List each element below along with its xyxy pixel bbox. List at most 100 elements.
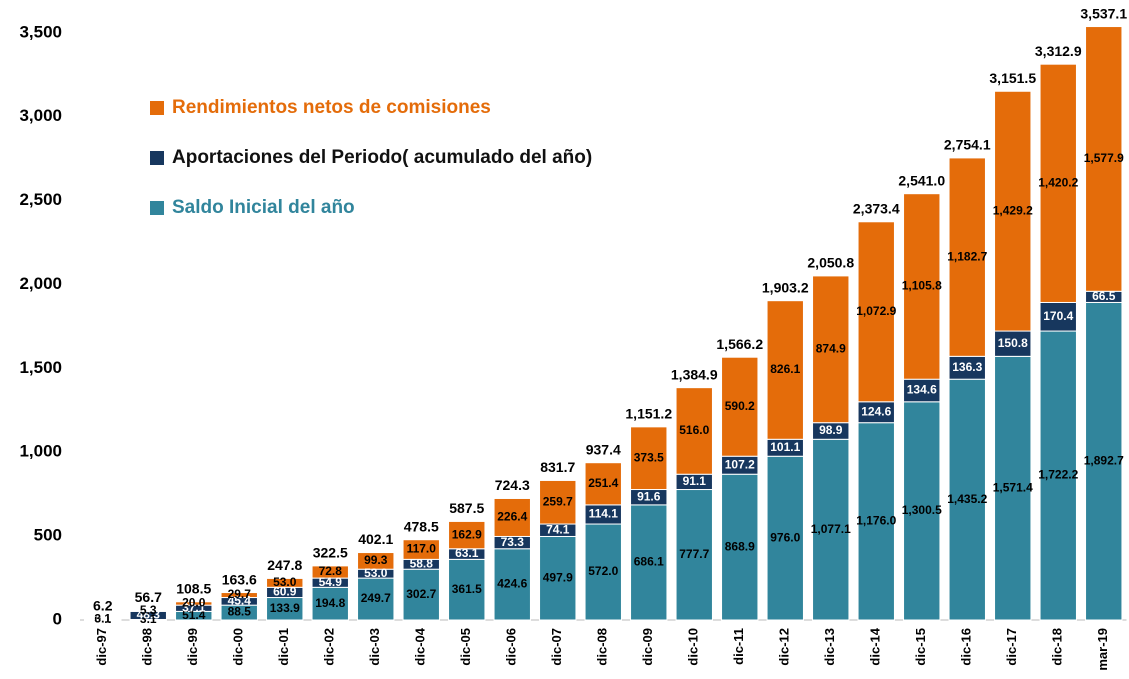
x-tick-label: dic-10 [686,628,701,666]
data-label: 99.3 [364,553,388,567]
data-label: 124.6 [861,404,891,418]
bar-segment [129,609,167,612]
data-label: 259.7 [543,494,573,508]
total-label: 831.7 [540,459,575,475]
data-label: 3.0 [94,612,111,626]
y-tick-label: 500 [34,526,62,545]
legend-swatch [150,201,164,215]
data-label: 1,420.2 [1038,175,1078,189]
total-label: 2,373.4 [853,200,900,216]
total-label: 3,312.9 [1035,43,1082,59]
bar-segment [812,438,850,621]
data-label: 251.4 [588,476,618,490]
x-tick-label: dic-09 [640,628,655,666]
data-label: 1,429.2 [993,203,1033,217]
bar-segment [903,401,941,621]
total-label: 108.5 [176,580,211,596]
total-label: 1,151.2 [625,406,672,422]
bar-segment [1085,301,1123,621]
total-label: 6.2 [93,598,113,614]
total-label: 2,754.1 [944,137,991,153]
bar-segment [1039,330,1077,621]
x-tick-label: dic-11 [731,628,746,665]
bar-segment [1039,301,1077,332]
data-label: 1,435.2 [947,492,987,506]
bar-segment [84,618,122,620]
data-label: 134.6 [907,383,937,397]
data-label: 1,577.9 [1084,151,1124,165]
data-label: 101.1 [770,440,800,454]
data-label: 1,300.5 [902,503,942,517]
bar-segment [675,489,713,621]
bar-segment [448,520,486,550]
data-label: 1,105.8 [902,279,942,293]
data-label: 0.1 [94,612,111,626]
data-label: 361.5 [452,582,482,596]
bar-segment [493,497,531,537]
x-tick-label: dic-06 [504,628,519,666]
total-label: 3,537.1 [1080,5,1127,21]
bar-segment [448,558,486,621]
bar-segment [1039,63,1077,303]
x-tick-label: dic-97 [94,628,109,666]
bar-segment [903,193,941,380]
x-tick-label: dic-02 [322,628,337,666]
data-label: 686.1 [634,555,664,569]
data-label: 3.1 [94,611,111,625]
data-label: 373.5 [634,450,664,464]
bar-segment [994,355,1032,621]
bar-segment [539,535,577,621]
y-tick-label: 3,000 [19,106,62,125]
bar-segment [857,221,895,403]
data-label: 51.4 [182,608,206,622]
x-tick-label: dic-08 [595,628,610,666]
x-tick-label: dic-18 [1050,628,1065,666]
data-label: 74.1 [546,522,570,536]
data-label: 874.9 [816,341,846,355]
x-tick-label: mar-19 [1095,628,1110,671]
x-tick-label: dic-17 [1004,628,1019,666]
data-label: 133.9 [270,601,300,615]
x-tick-label: dic-98 [140,628,155,666]
data-label: 302.7 [406,587,436,601]
data-label: 60.9 [273,585,297,599]
legend-label: Rendimientos netos de comisiones [172,97,491,118]
total-label: 56.7 [135,589,162,605]
total-label: 163.6 [222,571,257,587]
y-tick-label: 2,000 [19,274,62,293]
legend-swatch [150,101,164,115]
bar-segment [402,568,440,621]
bar-segment [994,330,1032,357]
data-label: 98.9 [819,423,843,437]
bar-segment [584,462,622,506]
bar-segment [857,422,895,621]
total-label: 1,566.2 [716,336,763,352]
bar-segment [493,548,531,621]
bar-segment [539,479,577,525]
total-label: 478.5 [404,518,439,534]
bar-segment [357,552,395,570]
x-tick-label: dic-05 [458,628,473,666]
data-label: 3.1 [140,612,157,626]
data-label: 29.7 [228,587,252,601]
bar-segment [812,275,850,424]
data-label: 777.7 [679,547,709,561]
bar-segment [584,523,622,621]
x-tick-label: dic-13 [822,628,837,666]
total-label: 937.4 [586,441,621,457]
y-tick-label: 2,500 [19,190,62,209]
total-label: 322.5 [313,545,348,561]
data-label: 37.1 [182,600,206,614]
data-label: 73.3 [501,535,525,549]
data-label: 194.8 [315,596,345,610]
x-tick-label: dic-16 [959,628,974,666]
y-tick-label: 3,500 [19,22,62,41]
data-label: 58.8 [410,556,434,570]
bar-segment [721,356,759,457]
data-label: 1,176.0 [856,514,896,528]
x-tick-label: dic-04 [413,627,428,665]
data-label: 1,077.1 [811,522,851,536]
x-tick-label: dic-01 [276,628,291,666]
data-label: 20.0 [182,596,206,610]
data-label: 976.0 [770,530,800,544]
